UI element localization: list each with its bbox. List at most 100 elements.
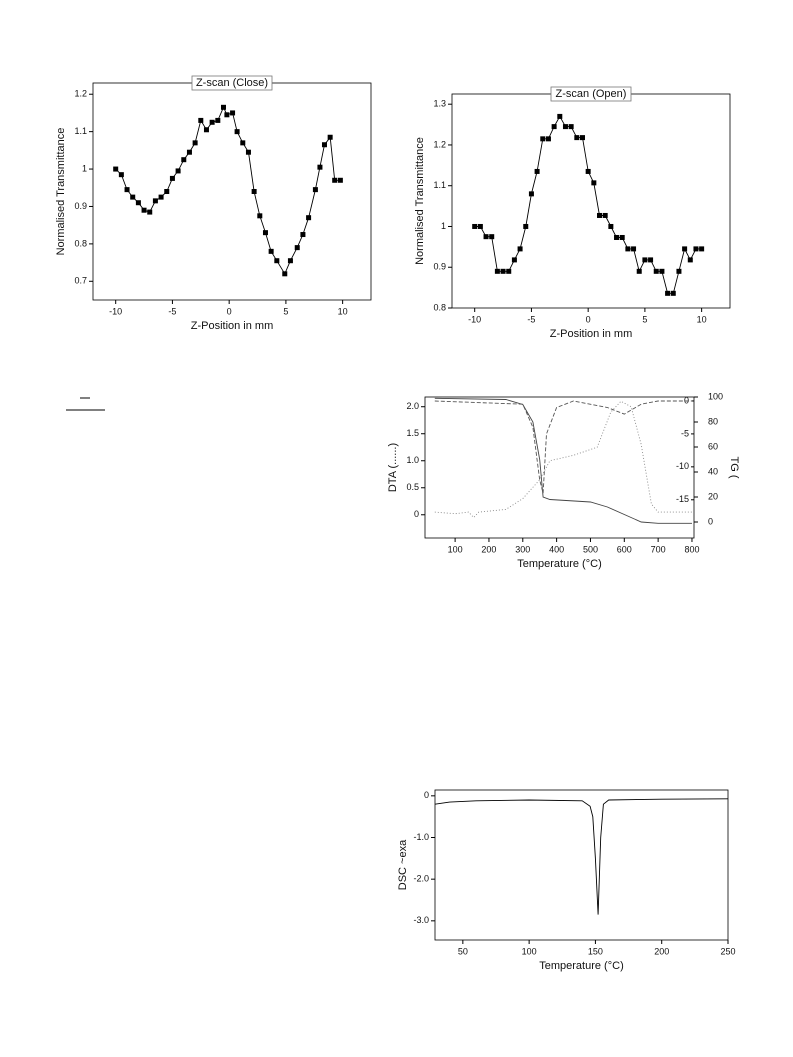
x-tick-label: 200 (654, 946, 669, 956)
marker (130, 194, 136, 200)
marker (268, 248, 274, 254)
series-line (434, 397, 692, 524)
marker (517, 246, 523, 252)
x-tick-label: -10 (468, 314, 481, 324)
marker (653, 268, 659, 274)
plot-frame (434, 789, 729, 941)
marker (693, 246, 699, 252)
y-tick-label: -1.0 (413, 832, 429, 842)
x-tick-label: -5 (527, 314, 535, 324)
marker (152, 198, 158, 204)
marker (327, 134, 333, 140)
marker (614, 234, 620, 240)
marker (540, 136, 546, 142)
marker (625, 246, 631, 252)
series-line (434, 400, 692, 494)
y3-tick-label: 0 (684, 395, 689, 405)
marker (118, 172, 124, 178)
marker (282, 271, 288, 277)
series-line (474, 115, 702, 294)
marker (682, 246, 688, 252)
y-tick-label: 1.5 (406, 428, 419, 438)
marker (294, 245, 300, 251)
plot-frame (92, 82, 372, 301)
marker (147, 209, 153, 215)
marker (224, 112, 230, 118)
marker (230, 110, 236, 116)
marker (251, 189, 257, 194)
marker (192, 140, 198, 146)
marker (477, 223, 483, 229)
y-tick-label: 1 (82, 163, 87, 173)
x-tick-label: 400 (549, 544, 564, 554)
marker (585, 168, 591, 174)
marker (234, 129, 240, 135)
y-tick-label: 0 (414, 509, 419, 519)
marker (209, 119, 215, 125)
plot-frame (424, 396, 695, 539)
marker (141, 207, 147, 213)
title-box (550, 86, 632, 102)
marker (215, 117, 221, 123)
y2-tick-label: 80 (708, 416, 718, 426)
x-tick-label: 800 (684, 544, 699, 554)
marker (602, 212, 608, 218)
x-tick-label: 200 (481, 544, 496, 554)
x-tick-label: 10 (338, 306, 348, 316)
y3-tick-label: -15 (676, 494, 689, 504)
marker (591, 180, 597, 186)
marker (472, 223, 478, 229)
x-tick-label: 700 (651, 544, 666, 554)
chart-title: Z-scan (Open) (556, 88, 627, 100)
marker (608, 223, 614, 229)
y2-tick-label: 60 (708, 441, 718, 451)
marker (483, 234, 489, 240)
x-tick-label: 5 (283, 306, 288, 316)
x-tick-label: 50 (458, 946, 468, 956)
y-tick-label: 0.8 (74, 238, 87, 248)
marker (579, 135, 585, 141)
x-tick-label: 10 (697, 314, 707, 324)
y-tick-label: -3.0 (413, 915, 429, 925)
marker (135, 200, 141, 206)
title-box (191, 75, 273, 91)
marker (317, 164, 323, 170)
x-axis-title: Temperature (°C) (517, 558, 601, 570)
marker (676, 268, 682, 274)
marker (164, 189, 170, 194)
y-tick-label: 0.9 (433, 262, 446, 272)
marker (597, 212, 603, 218)
x-axis-title: Temperature (°C) (539, 960, 623, 972)
y3-tick-label: -5 (681, 428, 689, 438)
x-axis-title: Z-Position in mm (191, 320, 274, 332)
marker (287, 258, 293, 264)
marker (670, 290, 676, 296)
y-tick-label: 1.2 (433, 139, 446, 149)
marker (619, 234, 625, 240)
y2-tick-label: 20 (708, 491, 718, 501)
series-line (115, 106, 341, 275)
marker (631, 246, 637, 252)
x-tick-label: 0 (586, 314, 591, 324)
marker (203, 127, 209, 133)
x-tick-label: 150 (588, 946, 603, 956)
y2-tick-label: 0 (708, 516, 713, 526)
x-tick-label: 250 (720, 946, 735, 956)
y2-tick-label: 40 (708, 466, 718, 476)
marker (169, 175, 175, 181)
marker (648, 257, 654, 263)
y2-axis-title: TG ( (728, 457, 740, 479)
marker (306, 215, 312, 221)
marker (274, 258, 280, 264)
marker (551, 124, 557, 130)
y-tick-label: 1.0 (406, 455, 419, 465)
marker (506, 268, 512, 274)
marker (636, 268, 642, 274)
y-tick-label: 0.9 (74, 201, 87, 211)
x-tick-label: 500 (583, 544, 598, 554)
marker (511, 257, 517, 263)
y-tick-label: 0.7 (74, 276, 87, 286)
marker (642, 257, 648, 263)
